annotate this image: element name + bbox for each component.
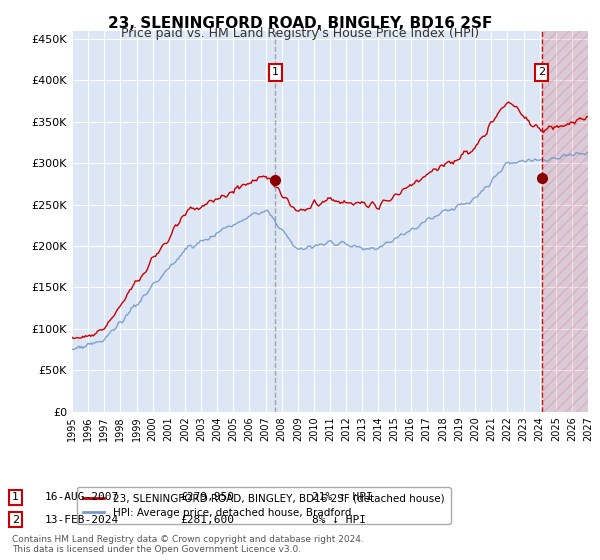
Text: 1: 1 <box>12 492 19 502</box>
Text: 2: 2 <box>538 67 545 77</box>
Text: £279,950: £279,950 <box>180 492 234 502</box>
Text: 1: 1 <box>272 67 279 77</box>
Text: 16-AUG-2007: 16-AUG-2007 <box>45 492 119 502</box>
Bar <box>542 31 588 412</box>
Text: 13-FEB-2024: 13-FEB-2024 <box>45 515 119 525</box>
Text: £281,600: £281,600 <box>180 515 234 525</box>
Text: 8% ↓ HPI: 8% ↓ HPI <box>312 515 366 525</box>
Text: 23, SLENINGFORD ROAD, BINGLEY, BD16 2SF: 23, SLENINGFORD ROAD, BINGLEY, BD16 2SF <box>108 16 492 31</box>
Text: 21% ↑ HPI: 21% ↑ HPI <box>312 492 373 502</box>
Legend: 23, SLENINGFORD ROAD, BINGLEY, BD16 2SF (detached house), HPI: Average price, de: 23, SLENINGFORD ROAD, BINGLEY, BD16 2SF … <box>77 487 451 524</box>
Text: Contains HM Land Registry data © Crown copyright and database right 2024.
This d: Contains HM Land Registry data © Crown c… <box>12 535 364 554</box>
Text: Price paid vs. HM Land Registry's House Price Index (HPI): Price paid vs. HM Land Registry's House … <box>121 27 479 40</box>
Text: 2: 2 <box>12 515 19 525</box>
